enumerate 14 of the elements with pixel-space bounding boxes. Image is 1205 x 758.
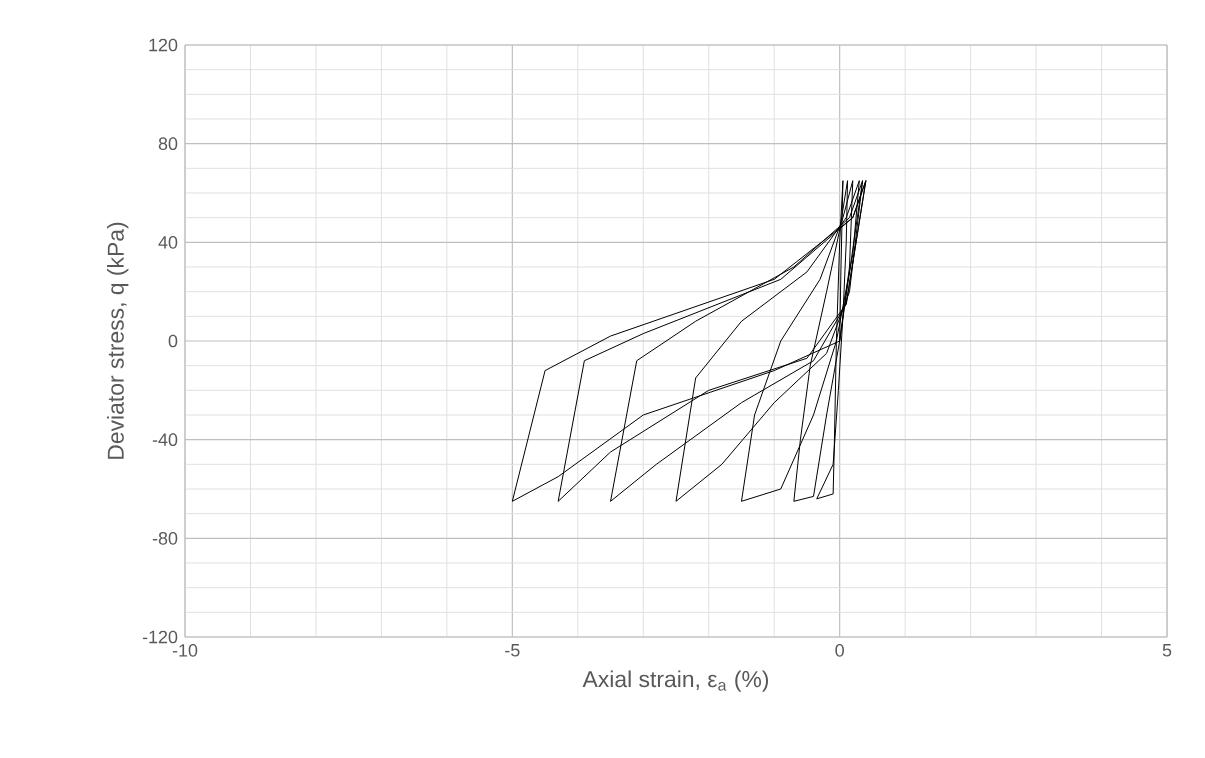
- line-series: [511, 180, 867, 502]
- y-tick-label: -120: [142, 630, 178, 644]
- x-tick-label: -10: [172, 644, 198, 657]
- y-tick-label: 80: [158, 137, 178, 151]
- y-tick-label: -80: [152, 531, 178, 545]
- x-tick-label: -5: [505, 644, 520, 657]
- y-axis-title: Deviator stress, q (kPa): [107, 222, 129, 459]
- y-tick-label: 0: [168, 334, 178, 348]
- x-tick-label: 5: [1162, 644, 1172, 657]
- y-tick-label: -40: [152, 433, 178, 447]
- y-tick-label: 40: [158, 235, 178, 249]
- y-tick-label: 120: [149, 38, 178, 52]
- x-tick-label: 0: [835, 644, 844, 657]
- x-axis-title: Axial strain, ε$_{a}$ (%): [582, 670, 769, 692]
